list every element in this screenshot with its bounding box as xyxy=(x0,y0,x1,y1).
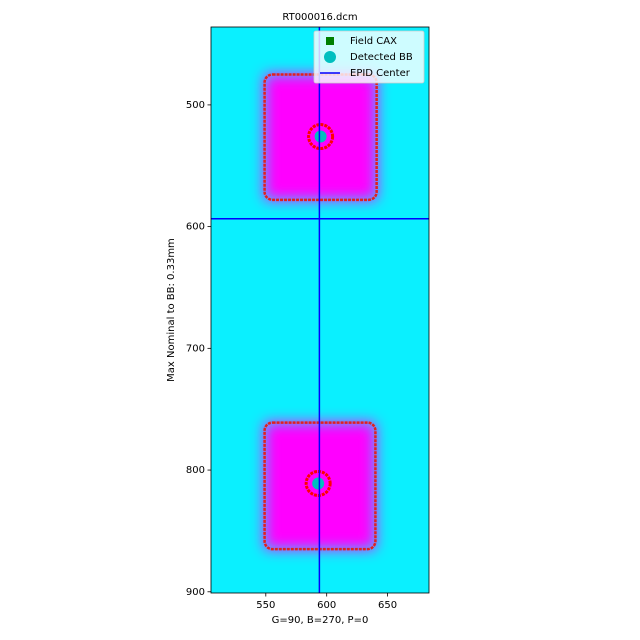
chart-title: RT000016.dcm xyxy=(282,12,357,23)
x-axis-label: G=90, B=270, P=0 xyxy=(272,615,369,626)
x-tick-label: 550 xyxy=(256,600,275,611)
y-tick-label: 500 xyxy=(186,100,205,111)
y-tick-label: 600 xyxy=(186,222,205,233)
bb-edge-ring xyxy=(304,469,332,497)
y-axis-label: Max Nominal to BB: 0.33mm xyxy=(166,238,177,382)
y-tick-label: 700 xyxy=(186,343,205,354)
detected-bb-marker xyxy=(314,130,327,143)
legend-marker xyxy=(326,37,334,45)
axes-frame xyxy=(210,26,430,594)
legend-label: Detected BB xyxy=(350,52,413,63)
y-tick-label: 800 xyxy=(186,465,205,476)
plot-area xyxy=(211,27,429,593)
legend-marker xyxy=(324,51,336,63)
y-tick-label: 900 xyxy=(186,587,205,598)
x-tick-label: 600 xyxy=(317,600,336,611)
legend-box xyxy=(313,30,425,84)
detected-bb-marker xyxy=(312,477,325,490)
legend-label: Field CAX xyxy=(350,36,397,47)
bb-edge-ring xyxy=(307,123,335,151)
legend-label: EPID Center xyxy=(350,68,411,79)
x-tick-label: 650 xyxy=(378,600,397,611)
